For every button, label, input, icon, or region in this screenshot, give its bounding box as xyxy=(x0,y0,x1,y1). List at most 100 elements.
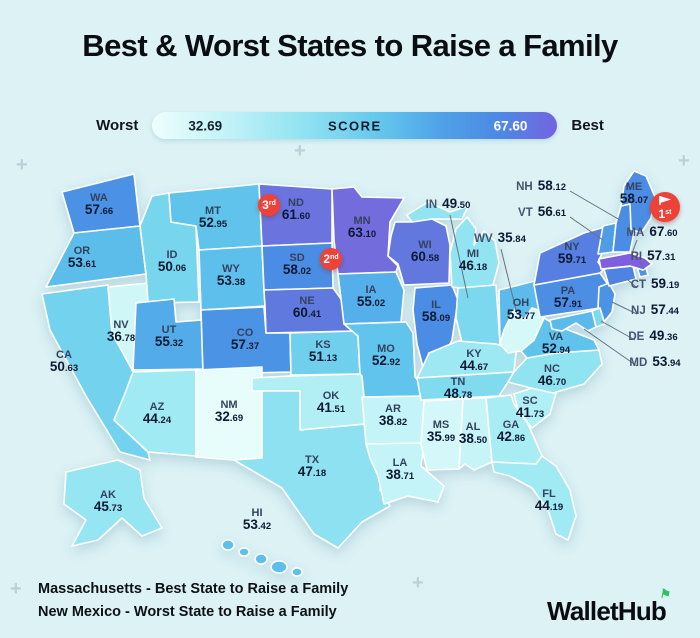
state-score-OH: 53.77 xyxy=(507,307,535,322)
state-score-AK: 45.73 xyxy=(94,499,122,514)
connector-line-MD xyxy=(583,328,638,367)
state-abbr-WY: WY xyxy=(222,263,240,275)
state-score-MT: 52.95 xyxy=(199,215,228,230)
state-abbr-PA: PA xyxy=(561,285,576,297)
state-abbr-MN: MN xyxy=(353,215,370,227)
state-abbr-FL: FL xyxy=(542,488,556,500)
state-score-ND: 61.60 xyxy=(282,207,310,222)
state-abbr-AZ: AZ xyxy=(150,401,165,413)
state-label-DE: DE 49.36 xyxy=(628,328,677,343)
state-score-KY: 44.67 xyxy=(460,358,488,373)
state-score-LA: 38.71 xyxy=(386,467,415,482)
state-abbr-VA: VA xyxy=(549,331,564,343)
wallethub-logo: WalletHub ⚑ xyxy=(547,586,671,627)
plus-decoration xyxy=(412,572,424,595)
state-abbr-LA: LA xyxy=(393,457,408,469)
state-score-NM: 32.69 xyxy=(215,409,243,424)
state-score-VA: 52.94 xyxy=(542,341,571,356)
state-score-MO: 52.92 xyxy=(372,353,400,368)
state-abbr-HI: HI xyxy=(252,507,263,519)
legend-max-value: 67.60 xyxy=(493,118,528,133)
state-abbr-TX: TX xyxy=(305,454,320,466)
state-OR xyxy=(45,225,147,288)
svg-text:2nd: 2nd xyxy=(323,252,338,266)
legend-min-value: 32.69 xyxy=(188,118,223,133)
state-abbr-OK: OK xyxy=(323,390,340,402)
connector-line-WV xyxy=(500,248,518,315)
state-score-HI: 53.42 xyxy=(243,517,271,532)
plus-decoration xyxy=(294,140,306,163)
state-score-AL: 38.50 xyxy=(459,431,487,446)
state-TN xyxy=(416,371,515,401)
state-score-KS: 51.13 xyxy=(309,349,337,364)
state-label-MD: MD 53.94 xyxy=(629,354,681,369)
state-FL xyxy=(491,455,577,541)
page-title: Best & Worst States to Raise a Family xyxy=(82,28,618,63)
first-place-flag-icon xyxy=(660,196,671,203)
state-score-WI: 60.58 xyxy=(411,249,439,264)
connector-line-IN xyxy=(449,214,469,299)
svg-text:1st: 1st xyxy=(659,207,673,221)
state-score-OR: 53.61 xyxy=(68,255,97,270)
state-abbr-KS: KS xyxy=(315,339,330,351)
state-labels: WA57.66OR53.61CA50.63NV36.78ID50.06MT52.… xyxy=(50,178,681,532)
state-score-MN: 63.10 xyxy=(348,225,376,240)
state-abbr-ME: ME xyxy=(626,181,643,193)
state-score-ID: 50.06 xyxy=(158,259,186,274)
rank-badges: 1st 2nd 3rd xyxy=(258,192,680,270)
state-abbr-UT: UT xyxy=(162,324,177,336)
state-KY xyxy=(416,340,517,379)
state-score-AZ: 44.24 xyxy=(143,411,172,426)
state-LA xyxy=(365,442,445,505)
state-TX xyxy=(233,390,391,549)
state-abbr-IL: IL xyxy=(431,299,441,311)
state-score-IA: 55.02 xyxy=(357,294,385,309)
best-state-note: Massachusetts - Best State to Raise a Fa… xyxy=(38,578,348,601)
state-abbr-NC: NC xyxy=(544,363,560,375)
state-score-CA: 50.63 xyxy=(50,359,78,374)
state-abbr-AL: AL xyxy=(466,421,481,433)
state-score-NY: 59.71 xyxy=(558,251,587,266)
connector-line-DE xyxy=(600,320,636,341)
state-abbr-MT: MT xyxy=(205,205,221,217)
state-label-RI: RI 57.31 xyxy=(631,248,676,263)
state-abbr-OH: OH xyxy=(513,297,530,309)
state-abbr-KY: KY xyxy=(466,348,482,360)
connector-line-NH xyxy=(569,190,621,221)
state-score-WA: 57.66 xyxy=(85,202,113,217)
state-label-WV: WV 35.84 xyxy=(474,230,526,245)
state-score-TX: 47.18 xyxy=(298,464,326,479)
state-score-NE: 60.41 xyxy=(293,305,322,320)
state-abbr-MS: MS xyxy=(433,419,450,431)
connector-line-RI xyxy=(639,261,645,270)
worst-state-text: Worst State to Raise a Family xyxy=(133,604,337,620)
state-abbr-NM: NM xyxy=(220,399,237,411)
state-score-WY: 53.38 xyxy=(217,273,245,288)
state-score-GA: 42.86 xyxy=(497,429,525,444)
connector-line-CT xyxy=(626,278,638,289)
worst-state-name: New Mexico xyxy=(38,604,121,620)
legend-best-label: Best xyxy=(571,117,604,134)
svg-text:3rd: 3rd xyxy=(262,198,276,212)
state-MS xyxy=(420,398,464,471)
state-score-NC: 46.70 xyxy=(538,373,566,388)
state-score-TN: 48.78 xyxy=(444,386,472,401)
state-score-ME: 58.07 xyxy=(620,191,648,206)
state-score-SC: 41.73 xyxy=(516,405,544,420)
state-score-FL: 44.19 xyxy=(535,498,563,513)
state-abbr-AK: AK xyxy=(100,489,116,501)
state-score-CO: 57.37 xyxy=(231,337,259,352)
legend-gradient-bar: 32.69 SCORE 67.60 xyxy=(152,112,558,139)
state-abbr-WI: WI xyxy=(418,239,431,251)
state-IA xyxy=(337,271,405,325)
state-MD xyxy=(549,310,597,332)
state-AK xyxy=(63,459,163,547)
note-separator: - xyxy=(121,604,134,620)
state-score-OK: 41.51 xyxy=(317,400,346,415)
state-abbr-TN: TN xyxy=(451,376,466,388)
state-abbr-AR: AR xyxy=(385,403,401,415)
connector-line-NJ xyxy=(611,301,638,315)
state-label-MA: MA 67.60 xyxy=(626,224,677,239)
state-score-IL: 58.09 xyxy=(422,309,450,324)
state-score-AR: 38.82 xyxy=(379,413,407,428)
